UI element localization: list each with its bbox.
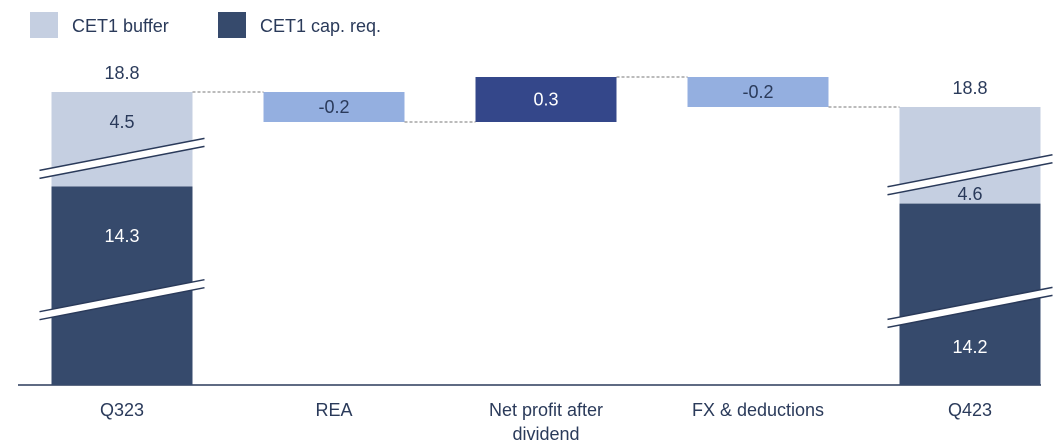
- data-label: 4.5: [109, 112, 134, 132]
- bar: [687, 77, 829, 107]
- x-tick-label: REA: [315, 400, 353, 420]
- axis-break: [887, 287, 1053, 328]
- axis-break-line: [887, 294, 1053, 329]
- axis-break-line: [39, 278, 205, 313]
- axis-break-line: [39, 286, 205, 321]
- total-label: 18.8: [104, 63, 139, 83]
- bar: [475, 77, 617, 122]
- legend-label: CET1 cap. req.: [260, 16, 381, 36]
- axis-break-line: [887, 154, 1053, 188]
- axis-break-line: [39, 145, 205, 180]
- axis-break-line: [887, 286, 1053, 321]
- legend-label: CET1 buffer: [72, 16, 169, 36]
- data-label: -0.2: [318, 97, 349, 117]
- data-label: 14.2: [952, 337, 987, 357]
- legend-swatch: [218, 12, 246, 38]
- bar: [263, 92, 405, 122]
- data-label: -0.2: [742, 82, 773, 102]
- x-tick-label: Net profit after dividend: [488, 400, 604, 444]
- x-tick-label: FX & deductions: [691, 400, 825, 420]
- axis-break-line: [887, 162, 1053, 196]
- axis-break: [887, 154, 1053, 195]
- x-tick-label: Q323: [99, 400, 145, 420]
- axis-break: [39, 138, 205, 179]
- data-label: 4.6: [957, 184, 982, 204]
- axis-break-line: [39, 137, 205, 172]
- bar-segment: [51, 186, 193, 385]
- x-tick-label: Q423: [947, 400, 993, 420]
- data-label: 14.3: [104, 226, 139, 246]
- data-label: 0.3: [533, 89, 558, 109]
- axis-break: [39, 279, 205, 320]
- total-label: 18.8: [952, 78, 987, 98]
- legend-swatch: [30, 12, 58, 38]
